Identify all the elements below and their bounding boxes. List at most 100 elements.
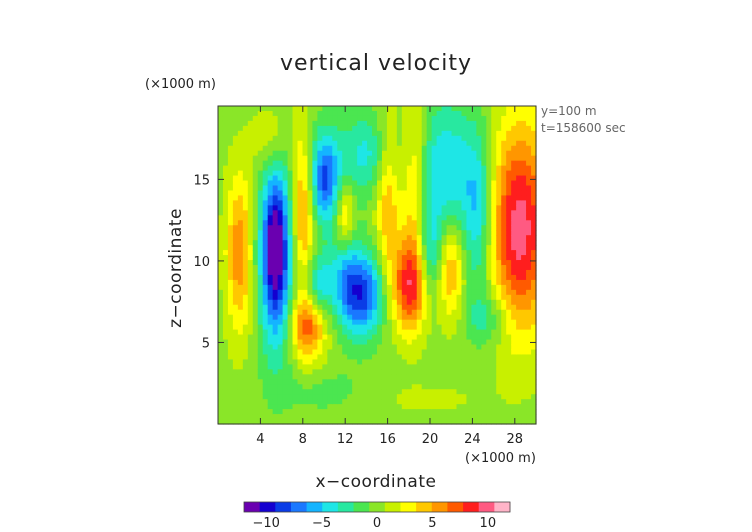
heatmap-cell	[421, 279, 428, 286]
heatmap-cell	[267, 404, 274, 410]
heatmap-cell	[312, 120, 318, 127]
heatmap-cell	[262, 344, 269, 351]
heatmap-cell	[456, 225, 463, 231]
heatmap-cell	[496, 240, 502, 246]
heatmap-cell	[287, 225, 294, 231]
heatmap-cell	[247, 230, 254, 236]
heatmap-cell	[501, 240, 507, 246]
heatmap-cell	[431, 165, 438, 172]
heatmap-cell	[322, 354, 328, 361]
heatmap-cell	[511, 165, 517, 172]
heatmap-cell	[451, 106, 458, 112]
heatmap-cell	[232, 324, 239, 331]
heatmap-cell	[362, 394, 368, 400]
heatmap-cell	[511, 374, 517, 380]
heatmap-cell	[227, 155, 234, 162]
heatmap-cell	[491, 349, 497, 356]
heatmap-cell	[466, 319, 473, 326]
heatmap-cell	[282, 389, 289, 395]
heatmap-cell	[327, 175, 333, 182]
heatmap-cell	[252, 289, 259, 296]
heatmap-cell	[357, 334, 363, 341]
heatmap-cell	[391, 414, 398, 420]
heatmap-cell	[466, 284, 473, 291]
heatmap-cell	[347, 294, 353, 301]
heatmap-cell	[322, 274, 328, 281]
heatmap-cell	[322, 379, 328, 385]
heatmap-cell	[362, 240, 368, 246]
heatmap-cell	[332, 125, 338, 132]
heatmap-cell	[421, 175, 428, 182]
heatmap-cell	[297, 120, 304, 127]
heatmap-cell	[362, 384, 368, 390]
heatmap-cell	[362, 200, 368, 206]
heatmap-cell	[501, 205, 507, 211]
heatmap-cell	[297, 255, 304, 261]
heatmap-cell	[511, 106, 517, 112]
heatmap-cell	[471, 140, 477, 147]
heatmap-cell	[421, 260, 428, 266]
heatmap-cell	[401, 294, 408, 301]
heatmap-cell	[282, 339, 289, 346]
heatmap-cell	[426, 245, 433, 251]
heatmap-cell	[377, 384, 383, 390]
heatmap-cell	[486, 260, 492, 266]
heatmap-cell	[282, 324, 289, 331]
heatmap-cell	[342, 200, 348, 206]
heatmap-cell	[267, 274, 274, 281]
heatmap-cell	[476, 304, 482, 311]
heatmap-cell	[436, 304, 443, 311]
heatmap-cell	[317, 284, 323, 291]
heatmap-cell	[501, 299, 507, 306]
heatmap-cell	[367, 115, 373, 122]
heatmap-cell	[262, 329, 269, 336]
heatmap-cell	[396, 230, 403, 236]
heatmap-cell	[347, 269, 353, 276]
heatmap-cell	[327, 359, 333, 365]
heatmap-cell	[322, 364, 328, 370]
heatmap-cell	[531, 195, 537, 202]
heatmap-cell	[401, 309, 408, 316]
heatmap-cell	[247, 374, 254, 380]
heatmap-cell	[456, 205, 463, 211]
heatmap-cell	[456, 190, 463, 197]
heatmap-cell	[451, 205, 458, 211]
heatmap-cell	[461, 294, 468, 301]
heatmap-cell	[516, 120, 522, 127]
heatmap-cell	[431, 240, 438, 246]
heatmap-cell	[396, 374, 403, 380]
heatmap-cell	[506, 274, 512, 281]
heatmap-cell	[332, 419, 338, 425]
heatmap-cell	[401, 359, 408, 365]
heatmap-cell	[317, 225, 323, 231]
heatmap-cell	[262, 185, 269, 192]
heatmap-cell	[297, 389, 304, 395]
heatmap-cell	[486, 120, 492, 127]
heatmap-cell	[292, 240, 299, 246]
heatmap-cell	[446, 269, 453, 276]
heatmap-cell	[277, 265, 284, 271]
heatmap-cell	[327, 220, 333, 226]
heatmap-cell	[372, 394, 378, 400]
heatmap-cell	[257, 299, 264, 306]
heatmap-cell	[406, 230, 413, 236]
heatmap-cell	[466, 399, 473, 405]
heatmap-cell	[421, 314, 428, 321]
heatmap-cell	[526, 284, 532, 291]
heatmap-cell	[227, 364, 234, 370]
heatmap-cell	[426, 135, 433, 142]
heatmap-cell	[421, 344, 428, 351]
heatmap-cell	[242, 150, 249, 157]
heatmap-cell	[312, 145, 318, 152]
heatmap-cell	[218, 240, 224, 246]
heatmap-cell	[312, 240, 318, 246]
heatmap-cell	[277, 140, 284, 147]
heatmap-cell	[312, 284, 318, 291]
heatmap-cell	[531, 235, 537, 241]
heatmap-cell	[307, 369, 314, 375]
heatmap-cell	[347, 279, 353, 286]
heatmap-cell	[421, 384, 428, 390]
heatmap-cell	[511, 115, 517, 122]
heatmap-cell	[396, 120, 403, 127]
heatmap-cell	[461, 215, 468, 221]
